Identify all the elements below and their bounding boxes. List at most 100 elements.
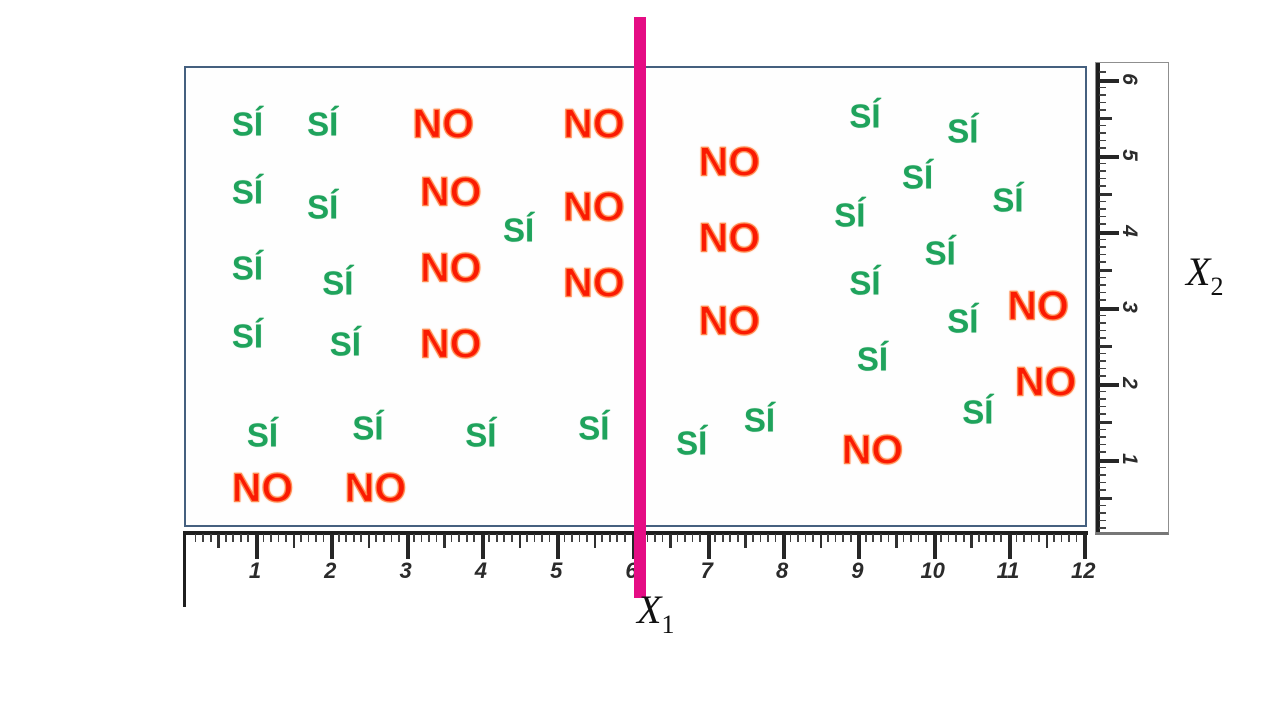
x-axis-tick	[194, 534, 197, 542]
x-axis-tick	[435, 534, 438, 542]
x-axis-tick	[819, 534, 823, 548]
y-axis-tick	[1099, 155, 1119, 159]
data-point-label: NO	[562, 259, 625, 306]
y-axis-tick	[1099, 117, 1112, 120]
x-axis-tick-label: 5	[550, 558, 563, 583]
x-axis-tick	[910, 534, 912, 542]
y-axis-tick	[1099, 79, 1119, 83]
data-point-label: NO	[698, 214, 761, 261]
x-axis-tick	[646, 534, 649, 542]
data-point-label: SÍ	[322, 264, 354, 302]
data-point-label: SÍ	[231, 249, 264, 287]
data-point-label: NO	[1007, 282, 1070, 329]
y-axis-tick	[1099, 94, 1106, 96]
x-axis-tick-label: 4	[474, 558, 488, 583]
x-axis-tick	[450, 534, 453, 542]
y-axis-tick	[1099, 436, 1106, 438]
y-axis-tick	[1099, 253, 1106, 256]
data-point-label: NO	[419, 320, 482, 367]
x-axis-title-base: X	[637, 587, 662, 632]
y-axis-tick	[1099, 466, 1106, 469]
x-axis-tick	[1000, 534, 1003, 542]
data-point-label: NO	[231, 464, 294, 511]
y-axis-tick	[1099, 86, 1106, 89]
y-axis-tick	[1099, 527, 1106, 530]
x-axis-tick	[1053, 534, 1055, 542]
x-axis-tick-label: 10	[920, 558, 945, 583]
x-axis-tick	[383, 534, 385, 542]
x-axis-tick	[1015, 534, 1018, 542]
data-point-label: SÍ	[743, 401, 776, 439]
data-point-label: SÍ	[307, 105, 339, 143]
data-point-label: NO	[562, 183, 625, 230]
y-axis-tick	[1099, 215, 1106, 218]
data-point-label: SÍ	[352, 409, 384, 447]
x-axis-tick	[345, 534, 348, 542]
x-axis-tick	[751, 534, 754, 542]
x-axis-tick-label: 11	[996, 558, 1020, 583]
x-axis-tick	[255, 534, 259, 559]
x-axis-tick	[827, 534, 829, 542]
x-axis-tick	[616, 534, 619, 542]
x-axis-tick	[917, 534, 920, 542]
y-axis-tick	[1099, 162, 1106, 165]
x-axis-tick	[262, 534, 265, 542]
x-axis-tick	[352, 534, 355, 542]
data-point-label: NO	[419, 168, 482, 215]
x-axis-tick-label: 2	[324, 558, 337, 583]
y-axis-tick	[1099, 109, 1106, 112]
x-axis-tick	[239, 534, 242, 542]
x-axis-tick	[985, 534, 988, 542]
x-axis-tick	[962, 534, 965, 542]
y-axis-tick	[1099, 177, 1106, 180]
x-axis-tick	[480, 534, 485, 559]
y-axis-title: X2	[1186, 248, 1223, 302]
x-axis-tick-label: 7	[700, 558, 713, 583]
y-axis-tick	[1099, 345, 1112, 348]
data-point-label: NO	[698, 138, 761, 185]
y-axis-tick	[1099, 200, 1106, 203]
x-axis-tick	[488, 534, 491, 542]
x-axis-tick	[277, 534, 280, 542]
x-axis-tick	[443, 534, 446, 548]
y-axis-tick	[1099, 307, 1119, 311]
x-axis-tick	[315, 534, 317, 542]
y-axis-tick	[1099, 497, 1112, 500]
x-axis-tick	[458, 534, 460, 542]
y-axis-tick	[1099, 443, 1106, 446]
x-axis-tick	[202, 534, 204, 542]
x-axis-title: X1	[637, 586, 674, 640]
x-axis-tick	[925, 534, 927, 542]
x-axis-tick	[518, 534, 522, 548]
x-axis-tick	[224, 534, 227, 542]
x-axis-tick	[405, 534, 410, 559]
x-axis-tick	[593, 534, 597, 548]
y-axis-tick	[1099, 504, 1106, 507]
x-axis-tick	[503, 534, 506, 542]
x-axis-tick	[473, 534, 476, 542]
x-axis-tick	[699, 534, 701, 542]
data-point-label: SÍ	[962, 393, 994, 431]
data-point-label: SÍ	[924, 234, 956, 272]
data-point-label: NO	[412, 100, 475, 147]
y-axis-title-subscript: 2	[1210, 272, 1224, 301]
x-axis-tick	[1075, 534, 1078, 542]
y-axis-tick	[1099, 398, 1106, 400]
y-axis-tick	[1099, 421, 1112, 424]
x-axis-tick	[1083, 534, 1088, 559]
x-axis-tick	[292, 534, 296, 548]
y-axis-tick	[1099, 139, 1106, 142]
x-axis-tick	[465, 534, 468, 542]
y-axis-tick	[1099, 231, 1119, 235]
x-axis-tick	[932, 534, 937, 559]
x-axis-tick	[895, 534, 898, 548]
data-point-label: SÍ	[231, 317, 264, 355]
x-axis-tick	[797, 534, 799, 542]
x-axis-tick	[526, 534, 528, 542]
y-axis-tick	[1099, 481, 1106, 484]
x-axis-tick	[556, 534, 561, 559]
data-point-label: SÍ	[902, 158, 934, 196]
x-axis-tick	[270, 534, 272, 542]
data-point-label: NO	[698, 297, 761, 344]
